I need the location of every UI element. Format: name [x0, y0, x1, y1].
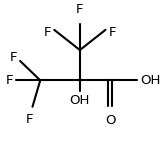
Text: F: F — [76, 3, 84, 16]
Text: O: O — [105, 114, 115, 127]
Text: F: F — [6, 74, 13, 87]
Text: F: F — [10, 51, 17, 64]
Text: OH: OH — [140, 74, 161, 87]
Text: F: F — [26, 113, 33, 126]
Text: OH: OH — [70, 94, 90, 106]
Text: F: F — [109, 26, 116, 40]
Text: F: F — [44, 26, 51, 40]
